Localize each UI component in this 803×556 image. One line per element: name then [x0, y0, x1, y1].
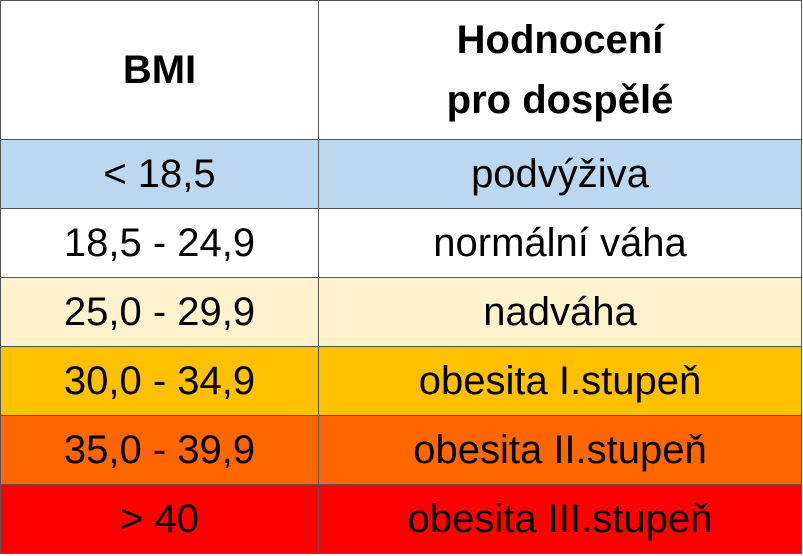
evaluation-header-line-1: Hodnocení: [456, 18, 664, 62]
bmi-column-header: BMI: [0, 0, 319, 140]
header-row: BMI Hodnocení pro dospělé: [0, 0, 802, 140]
evaluation-cell: obesita III.stupeň: [318, 484, 802, 554]
evaluation-cell: normální váha: [318, 208, 802, 278]
bmi-range-cell: 18,5 - 24,9: [0, 208, 319, 278]
evaluation-cell: obesita II.stupeň: [318, 415, 802, 485]
evaluation-column-header: Hodnocení pro dospělé: [318, 0, 802, 140]
table-row: > 40 obesita III.stupeň: [0, 484, 802, 554]
bmi-range-cell: 35,0 - 39,9: [0, 415, 319, 485]
bmi-range-cell: 30,0 - 34,9: [0, 346, 319, 416]
evaluation-cell: podvýživa: [318, 139, 802, 209]
table-row: 35,0 - 39,9 obesita II.stupeň: [0, 415, 802, 485]
table-row: 18,5 - 24,9 normální váha: [0, 208, 802, 278]
bmi-range-cell: < 18,5: [0, 139, 319, 209]
evaluation-header-line-2: pro dospělé: [446, 78, 674, 122]
bmi-range-cell: 25,0 - 29,9: [0, 277, 319, 347]
table-row: 30,0 - 34,9 obesita I.stupeň: [0, 346, 802, 416]
evaluation-cell: obesita I.stupeň: [318, 346, 802, 416]
table-row: 25,0 - 29,9 nadváha: [0, 277, 802, 347]
evaluation-cell: nadváha: [318, 277, 802, 347]
table-row: < 18,5 podvýživa: [0, 139, 802, 209]
bmi-range-cell: > 40: [0, 484, 319, 554]
